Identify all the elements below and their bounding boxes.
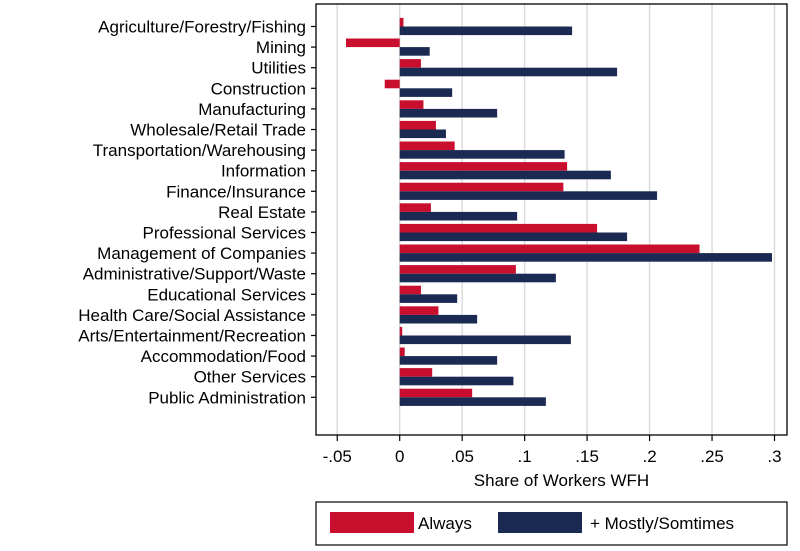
bar: [399, 335, 571, 345]
y-category-label: Mining: [256, 38, 306, 57]
bar: [399, 47, 430, 56]
bar: [399, 368, 433, 377]
bars: [345, 17, 773, 406]
x-axis: -.05 0 .05 .1 .15 .2 .25 .3: [323, 435, 782, 466]
y-category-label: Professional Services: [143, 224, 306, 243]
bar: [399, 150, 565, 159]
bar: [399, 294, 458, 303]
bar: [399, 306, 439, 315]
y-category-label: Transportation/Warehousing: [93, 141, 306, 160]
bar: [399, 108, 498, 118]
bar: [399, 232, 628, 242]
bar: [399, 397, 546, 406]
y-category-label: Arts/Entertainment/Recreation: [78, 327, 306, 346]
y-category-label: Other Services: [194, 368, 306, 387]
x-axis-title: Share of Workers WFH: [474, 471, 649, 490]
y-category-label: Management of Companies: [97, 244, 306, 263]
bar: [399, 129, 446, 139]
bar: [399, 388, 473, 398]
legend: Always + Mostly/Somtimes: [315, 501, 788, 546]
x-tick-label: .05: [450, 447, 474, 466]
bar: [399, 17, 404, 27]
y-category-label: Construction: [211, 79, 306, 98]
bar: [399, 120, 436, 130]
bar: [399, 26, 573, 36]
plot-frame: [315, 3, 788, 436]
bar: [384, 79, 400, 89]
y-category-label: Manufacturing: [198, 100, 306, 119]
bar: [399, 223, 598, 233]
bar: [399, 182, 564, 192]
bar: [399, 326, 403, 336]
bar: [399, 191, 658, 200]
y-category-label: Finance/Insurance: [166, 182, 306, 201]
bar: [399, 162, 568, 171]
bar: [399, 88, 453, 97]
bar: [399, 203, 431, 212]
bar: [399, 265, 516, 274]
bar: [399, 141, 455, 151]
bar: [399, 211, 518, 221]
bar: [399, 253, 773, 262]
legend-label: + Mostly/Somtimes: [590, 514, 734, 533]
legend-swatch: [498, 512, 582, 533]
bar: [399, 356, 498, 365]
x-tick-label: -.05: [323, 447, 352, 466]
bar: [399, 314, 478, 324]
x-tick-label: .15: [575, 447, 599, 466]
bar: [399, 67, 618, 77]
x-tick-label: 0: [395, 447, 404, 466]
x-tick-label: .2: [642, 447, 656, 466]
y-category-label: Health Care/Social Assistance: [78, 306, 306, 325]
x-tick-label: .25: [700, 447, 724, 466]
bar: [399, 244, 700, 254]
bar: [345, 38, 400, 48]
y-category-label: Administrative/Support/Waste: [83, 265, 306, 284]
y-category-label: Utilities: [251, 59, 306, 78]
x-tick-label: .3: [767, 447, 781, 466]
y-category-label: Wholesale/Retail Trade: [130, 121, 306, 140]
y-category-label: Accommodation/Food: [141, 347, 306, 366]
bar: [399, 59, 421, 68]
bar: [399, 100, 424, 109]
bar: [399, 376, 514, 386]
y-category-label: Public Administration: [148, 388, 306, 407]
y-category-label: Educational Services: [147, 285, 306, 304]
bar: [399, 170, 611, 180]
bar: [399, 285, 421, 295]
legend-label: Always: [418, 514, 472, 533]
y-category-label: Information: [221, 162, 306, 181]
bar: [399, 347, 405, 357]
legend-swatch: [330, 512, 414, 533]
bar: [399, 273, 556, 283]
y-category-label: Real Estate: [218, 203, 306, 222]
y-category-label: Agriculture/Forestry/Fishing: [98, 18, 306, 37]
x-tick-label: .1: [518, 447, 532, 466]
